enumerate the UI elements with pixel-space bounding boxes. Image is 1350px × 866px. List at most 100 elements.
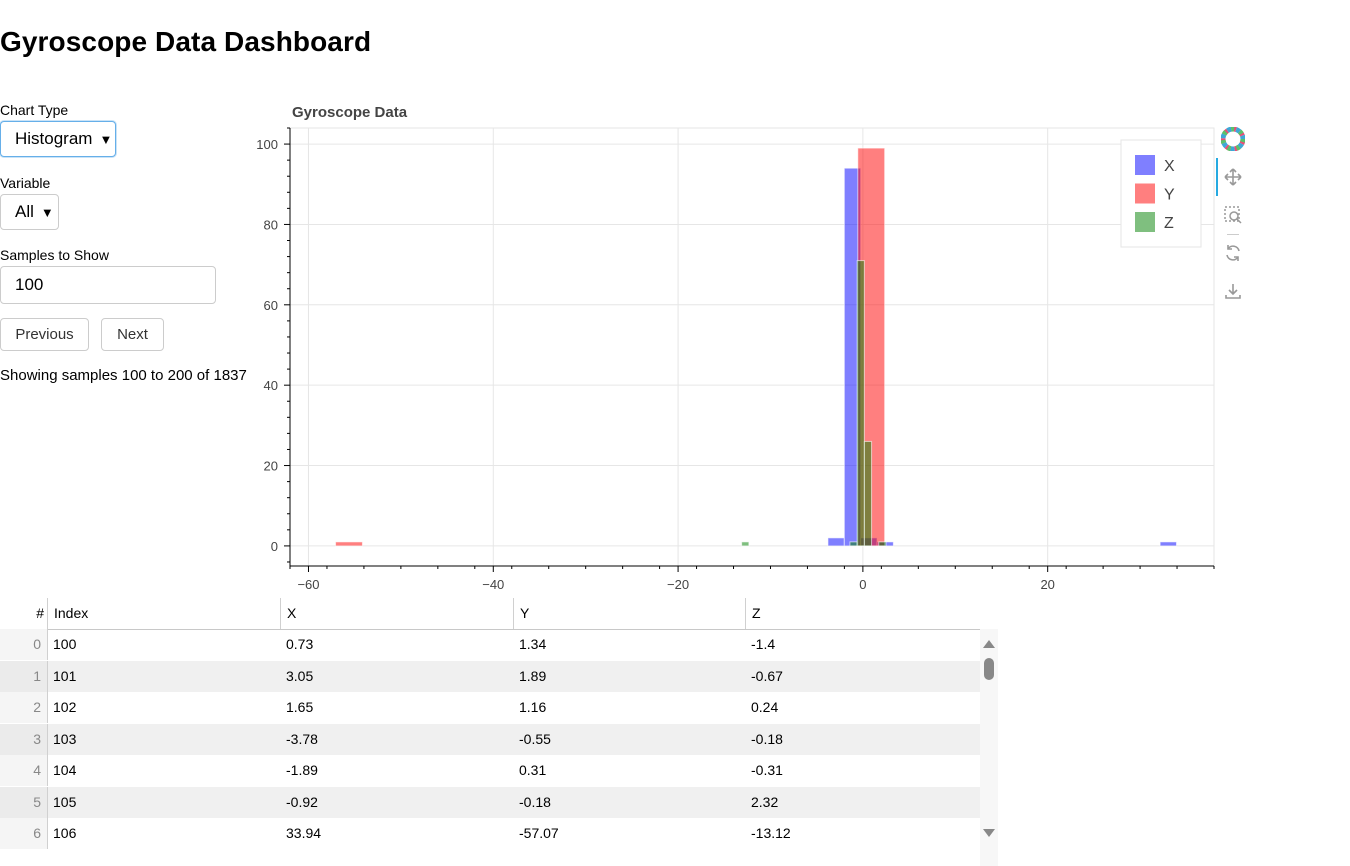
table-cell: -13.12: [751, 825, 791, 841]
histogram-bar-z: [878, 541, 887, 547]
table-cell: 102: [53, 699, 77, 715]
chevron-down-icon: ▼: [40, 204, 54, 220]
table-cell: -0.67: [751, 667, 783, 684]
scroll-up-icon[interactable]: [983, 640, 995, 648]
variable-select[interactable]: All ▼: [0, 194, 59, 230]
x-tick-label: 0: [859, 577, 866, 592]
x-tick-label: −60: [297, 577, 319, 592]
table-cell: -1.4: [751, 636, 776, 652]
legend-swatch-x: [1135, 155, 1155, 175]
row-number: 4: [0, 755, 48, 786]
x-tick-label: 20: [1040, 577, 1054, 592]
y-tick-label: 60: [264, 298, 278, 313]
table-row[interactable]: 5 105 -0.92 -0.18 2.32: [0, 786, 980, 818]
histogram-bar-z: [741, 541, 750, 547]
table-row[interactable]: 1 101 3.05 1.89 -0.67: [0, 660, 980, 692]
histogram-bar-x: [1159, 541, 1177, 547]
scroll-down-icon[interactable]: [983, 829, 995, 837]
variable-value: All: [15, 202, 34, 221]
row-number: 3: [0, 723, 48, 755]
chart-title: Gyroscope Data: [292, 104, 408, 121]
histogram-bars: [335, 147, 1177, 547]
reset-icon[interactable]: [1220, 240, 1246, 266]
y-tick-label: 100: [256, 137, 278, 152]
table-cell: 1.65: [286, 699, 314, 715]
table-cell: 105: [53, 793, 77, 810]
column-header[interactable]: Z: [745, 598, 980, 629]
y-tick-label: 20: [264, 459, 278, 474]
pan-icon[interactable]: [1220, 164, 1246, 190]
active-tool-indicator: [1216, 158, 1218, 196]
y-tick-label: 40: [264, 378, 278, 393]
legend-box: [1120, 139, 1202, 248]
row-number: 2: [0, 692, 48, 723]
column-header[interactable]: Y: [513, 598, 745, 629]
table-row[interactable]: 4 104 -1.89 0.31 -0.31: [0, 755, 980, 786]
table-cell: -0.18: [519, 793, 551, 810]
histogram-bar-z: [856, 260, 865, 547]
table-row[interactable]: 2 102 1.65 1.16 0.24: [0, 692, 980, 723]
column-header[interactable]: #: [36, 605, 44, 621]
variable-label: Variable: [0, 175, 51, 191]
save-icon[interactable]: [1220, 278, 1246, 304]
histogram-chart[interactable]: −60 −40 −20 0 20 0 20 40 60 80 100 Gyroscope Data …: [0, 0, 1215, 600]
column-header[interactable]: X: [280, 598, 513, 629]
scrollbar-thumb[interactable]: [984, 658, 994, 680]
legend-item-z[interactable]: Z: [1164, 215, 1174, 232]
chart-type-value: Histogram: [15, 129, 93, 148]
samples-input[interactable]: [0, 266, 216, 304]
samples-label: Samples to Show: [0, 247, 109, 263]
table-scrollbar[interactable]: [980, 629, 998, 866]
bokeh-logo-icon[interactable]: [1220, 126, 1246, 152]
histogram-bar-z: [849, 541, 858, 547]
table-cell: -0.31: [751, 762, 783, 778]
column-header[interactable]: Index: [47, 598, 280, 629]
table-cell: 106: [53, 825, 77, 841]
table-row[interactable]: 3 103 -3.78 -0.55 -0.18: [0, 723, 980, 755]
table-cell: 0.31: [519, 762, 547, 778]
y-tick-label: 0: [271, 539, 278, 554]
legend-swatch-y: [1135, 183, 1155, 204]
previous-button[interactable]: Previous: [0, 318, 89, 351]
axes: −60 −40 −20 0 20 0 20 40 60 80 100: [256, 127, 1215, 592]
table-cell: 104: [53, 762, 77, 778]
table-cell: 100: [53, 636, 77, 652]
x-tick-label: −20: [667, 577, 689, 592]
row-number: 1: [0, 660, 48, 692]
table-cell: 0.73: [286, 636, 314, 652]
table-cell: -57.07: [519, 825, 559, 841]
chevron-down-icon: ▼: [99, 131, 113, 147]
box-zoom-icon[interactable]: [1220, 202, 1246, 228]
table-cell: 103: [53, 730, 77, 747]
chart-type-select[interactable]: Histogram ▼: [0, 121, 116, 157]
table-cell: 101: [53, 667, 77, 684]
plot-area[interactable]: [289, 127, 1215, 567]
row-number: 5: [0, 786, 48, 818]
legend-item-x[interactable]: X: [1164, 158, 1175, 175]
histogram-bar-y: [335, 541, 363, 547]
x-tick-label: −40: [482, 577, 504, 592]
table-row[interactable]: 6 106 33.94 -57.07 -13.12: [0, 818, 980, 849]
legend-item-y[interactable]: Y: [1164, 187, 1175, 204]
y-tick-label: 80: [264, 217, 278, 232]
histogram-bar-x: [827, 537, 845, 547]
table-cell: -1.89: [286, 762, 318, 778]
toolbar-divider: [1227, 234, 1239, 235]
table-row[interactable]: 0 100 0.73 1.34 -1.4: [0, 629, 980, 660]
table-cell: 3.05: [286, 667, 314, 684]
row-number: 6: [0, 818, 48, 849]
status-text: Showing samples 100 to 200 of 1837: [0, 367, 247, 384]
table-header: # Index X Y Z: [0, 598, 998, 630]
chart-type-label: Chart Type: [0, 102, 69, 118]
chart-toolbar: [1216, 124, 1250, 314]
page-title: Gyroscope Data Dashboard: [0, 26, 372, 57]
legend-swatch-z: [1135, 212, 1155, 232]
table-cell: 2.32: [751, 793, 779, 810]
next-button[interactable]: Next: [101, 318, 164, 351]
row-number: 0: [0, 629, 48, 660]
chart-legend[interactable]: XYZ: [1120, 139, 1202, 248]
table-cell: 0.24: [751, 699, 779, 715]
table-cell: 1.89: [519, 667, 547, 684]
data-table[interactable]: # Index X Y Z 0 100 0.73 1.34 -1.4 1 101 3.05 1.…: [0, 598, 998, 866]
table-cell: -0.55: [519, 730, 551, 747]
